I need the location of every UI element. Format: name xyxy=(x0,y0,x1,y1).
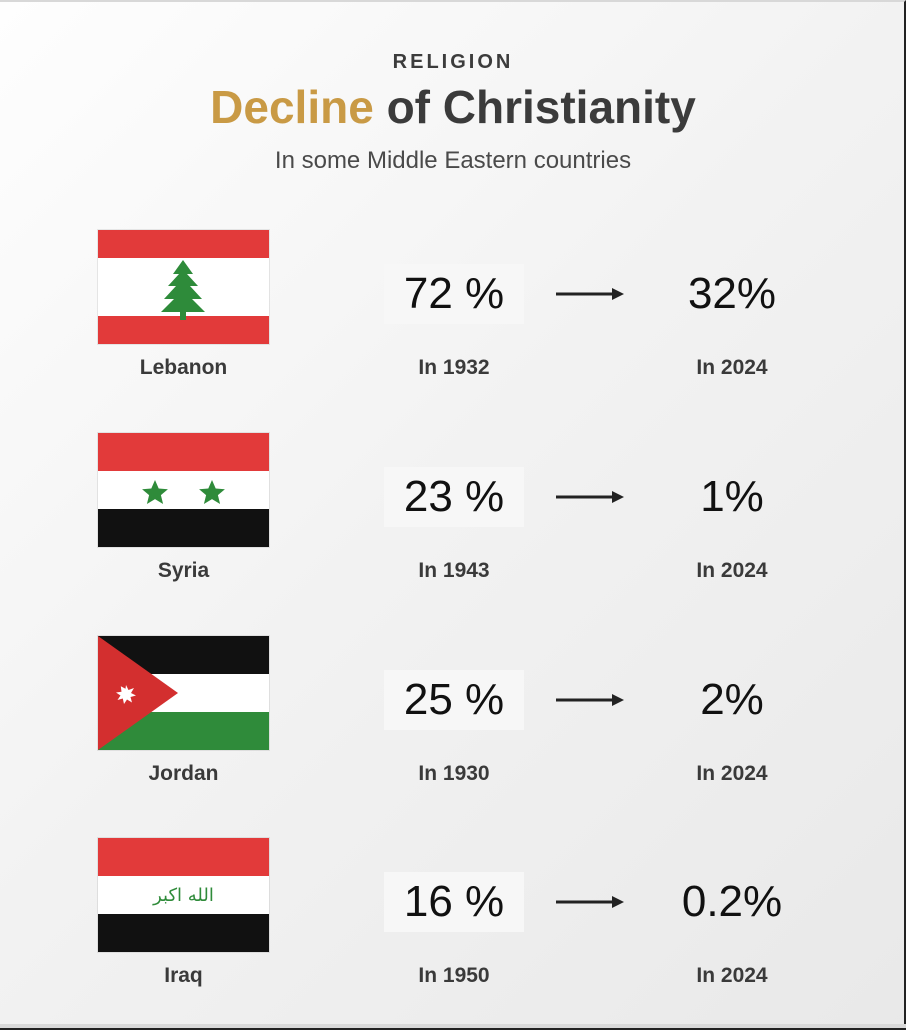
bottom-strip xyxy=(0,1024,906,1028)
country-row-iraq: الله اكبر Iraq 16 % 0.2% In 1950 In 2024 xyxy=(0,838,906,1008)
country-label: Lebanon xyxy=(139,356,228,379)
end-year: In 2024 xyxy=(696,356,768,379)
country-label: Jordan xyxy=(148,762,219,785)
country-label: Syria xyxy=(157,559,210,582)
iraq-flag-graphic: الله اكبر xyxy=(98,838,269,952)
page-subtitle: In some Middle Eastern countries xyxy=(274,147,632,174)
country-row-syria: Syria 23 % 1% In 1943 In 2024 xyxy=(0,433,906,603)
title-accent: Decline xyxy=(210,81,374,133)
end-year: In 2024 xyxy=(696,559,768,582)
country-label: Iraq xyxy=(164,964,203,987)
end-year: In 2024 xyxy=(696,762,768,785)
end-percentage: 1% xyxy=(700,472,764,521)
start-year: In 1932 xyxy=(418,356,490,379)
country-row-lebanon: Lebanon 72 % 32% In 1932 In 2024 xyxy=(0,230,906,400)
jordan-flag-icon xyxy=(98,636,269,750)
start-percentage: 25 % xyxy=(384,670,524,730)
end-percentage: 2% xyxy=(700,675,764,724)
end-year: In 2024 xyxy=(696,964,768,987)
end-percentage: 0.2% xyxy=(681,877,783,926)
jordan-flag-graphic xyxy=(98,636,269,750)
arrow-right-icon xyxy=(556,491,624,503)
country-row-jordan: Jordan 25 % 2% In 1930 In 2024 xyxy=(0,636,906,806)
iraq-flag-icon: الله اكبر xyxy=(98,838,269,952)
start-percentage: 23 % xyxy=(384,467,524,527)
iraq-flag-text: الله اكبر xyxy=(152,885,214,906)
start-year: In 1943 xyxy=(418,559,490,582)
start-percentage: 16 % xyxy=(384,872,524,932)
start-percentage: 72 % xyxy=(384,264,524,324)
eyebrow-label: RELIGION xyxy=(392,51,514,73)
lebanon-flag-graphic xyxy=(98,230,269,344)
page-title: Decline of Christianity xyxy=(0,82,906,133)
start-year: In 1930 xyxy=(418,762,490,785)
end-percentage: 32% xyxy=(687,269,777,318)
start-year: In 1950 xyxy=(418,964,490,987)
syria-flag-graphic xyxy=(98,433,269,547)
arrow-right-icon xyxy=(556,694,624,706)
lebanon-flag-icon xyxy=(98,230,269,344)
arrow-right-icon xyxy=(556,288,624,300)
syria-flag-icon xyxy=(98,433,269,547)
title-rest: of Christianity xyxy=(373,81,696,133)
arrow-right-icon xyxy=(556,896,624,908)
